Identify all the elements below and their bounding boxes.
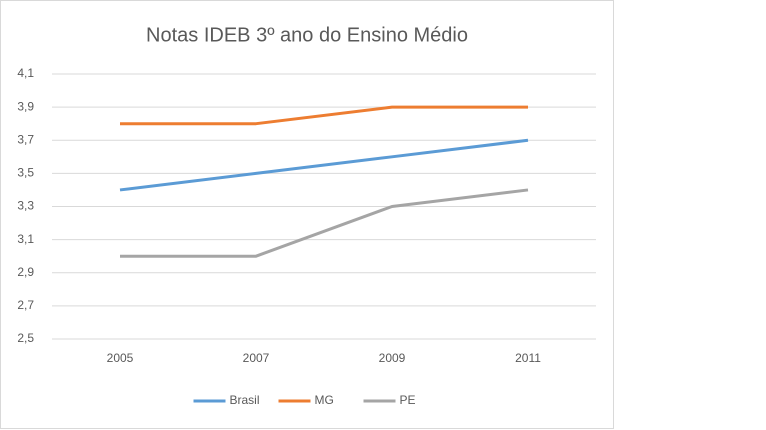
y-tick-label: 3,7 — [17, 132, 34, 146]
legend-label: Brasil — [230, 393, 260, 407]
y-tick-label: 4,1 — [17, 66, 34, 80]
y-tick-label: 2,5 — [17, 331, 34, 345]
legend-label: MG — [315, 393, 334, 407]
y-tick-label: 2,7 — [17, 298, 34, 312]
series-line — [119, 138, 529, 192]
chart-title: Notas IDEB 3º ano do Ensino Médio — [146, 24, 468, 46]
chart-frame — [0, 0, 614, 429]
x-tick-label: 2007 — [243, 351, 270, 365]
series-line — [120, 105, 528, 126]
y-tick-label: 3,3 — [17, 199, 34, 213]
y-tick-label: 3,9 — [17, 99, 34, 113]
legend-label: PE — [400, 393, 416, 407]
y-tick-label: 2,9 — [17, 265, 34, 279]
series-line — [120, 188, 529, 258]
x-tick-label: 2005 — [107, 351, 134, 365]
x-tick-label: 2011 — [515, 351, 541, 365]
y-tick-label: 3,5 — [17, 166, 34, 180]
y-tick-label: 3,1 — [17, 232, 34, 246]
x-tick-label: 2009 — [379, 351, 406, 365]
